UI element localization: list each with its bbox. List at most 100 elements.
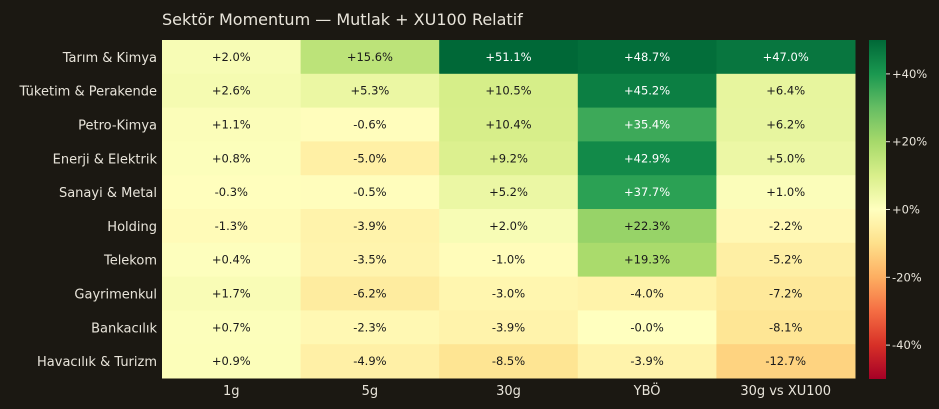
cell-label: +9.2% (489, 151, 528, 165)
heatmap-cell (439, 40, 579, 75)
column-label: 30g vs XU100 (740, 384, 831, 399)
cell-label: -4.9% (353, 354, 386, 368)
cell-label: +19.3% (624, 253, 670, 267)
heatmap-cell (300, 310, 440, 345)
heatmap-cell (577, 40, 717, 75)
cell-label: -3.5% (353, 253, 386, 267)
row-label: Tarım & Kimya (62, 51, 157, 66)
row-label: Petro-Kimya (78, 119, 157, 134)
heatmap-cell (300, 40, 440, 75)
cell-label: +10.4% (485, 118, 531, 132)
cell-label: -4.0% (630, 287, 663, 301)
heatmap-cell (577, 141, 717, 176)
cell-label: +42.9% (624, 151, 670, 165)
cell-label: +37.7% (624, 185, 670, 199)
heatmap-cell (162, 242, 302, 278)
heatmap-cell (577, 73, 717, 109)
colorbar-tick-label: +20% (892, 135, 927, 149)
cell-label: -3.9% (492, 320, 525, 334)
cell-label: +45.2% (624, 84, 670, 98)
heatmap-cell (439, 310, 579, 345)
heatmap-cell (439, 276, 579, 311)
row-label: Telekom (103, 254, 157, 269)
cell-label: +5.0% (766, 151, 805, 165)
cell-label: +2.0% (212, 50, 251, 64)
cell-label: +1.1% (212, 118, 251, 132)
heatmap-cell (300, 209, 440, 244)
chart-title: Sektör Momentum — Mutlak + XU100 Relatif (162, 10, 523, 29)
heatmap-cell (716, 242, 856, 278)
colorbar-tick-label: -40% (892, 338, 922, 352)
colorbar-tick-label: +0% (892, 203, 920, 217)
row-label: Holding (107, 220, 157, 235)
heatmap-cell (716, 107, 856, 142)
cell-label: +1.0% (766, 185, 805, 199)
heatmap-cell (439, 242, 579, 278)
cell-label: +0.9% (212, 354, 251, 368)
heatmap-cell (300, 141, 440, 176)
heatmap-cell (439, 107, 579, 142)
cell-label: +35.4% (624, 118, 670, 132)
cell-label: +0.7% (212, 320, 251, 334)
heatmap-cell (577, 209, 717, 244)
cell-label: +22.3% (624, 219, 670, 233)
cell-label: -0.5% (353, 185, 386, 199)
heatmap-cell (439, 209, 579, 244)
heatmap-cell (162, 107, 302, 142)
heatmap-cell (577, 310, 717, 345)
heatmap-cell (577, 175, 717, 210)
heatmap-cell (716, 40, 856, 75)
cell-label: -8.1% (769, 320, 802, 334)
heatmap-cell (716, 175, 856, 210)
heatmap-cell (162, 344, 302, 379)
cell-label: +5.2% (489, 185, 528, 199)
heatmap-cell (300, 107, 440, 142)
cell-label: +0.4% (212, 253, 251, 267)
heatmap-cell (300, 242, 440, 278)
cell-label: -1.0% (492, 253, 525, 267)
cell-label: +15.6% (347, 50, 393, 64)
column-labels: 1g 5g 30g YBÖ 30g vs XU100 (223, 382, 831, 399)
row-labels: Tarım & Kimya Tüketim & Perakende Petro-Ki… (19, 51, 158, 370)
column-label: 1g (223, 384, 240, 399)
cell-label: +6.2% (766, 118, 805, 132)
cell-label: -8.5% (492, 354, 525, 368)
heatmap-cell (577, 276, 717, 311)
cell-label: -6.2% (353, 287, 386, 301)
cell-label: +2.6% (212, 84, 251, 98)
heatmap-cell (716, 276, 856, 311)
heatmap-cell (439, 141, 579, 176)
heatmap-cell (439, 175, 579, 210)
cell-label: +48.7% (624, 50, 670, 64)
heatmap-cell (439, 73, 579, 109)
heatmap-cells: +2.0% +15.6% +51.1% +48.7% +47.0% +2.6% +5.3% +… (162, 40, 856, 379)
heatmap-cell (716, 209, 856, 244)
row-label: Sanayi & Metal (59, 186, 157, 201)
heatmap-cell (716, 141, 856, 176)
cell-label: +5.3% (350, 84, 389, 98)
colorbar-tick-label: +40% (892, 67, 927, 81)
heatmap-cell (162, 40, 302, 75)
heatmap-cell (300, 344, 440, 379)
heatmap-cell (439, 344, 579, 379)
heatmap-cell (716, 73, 856, 109)
cell-label: +2.0% (489, 219, 528, 233)
cell-label: +1.7% (212, 287, 251, 301)
cell-label: +10.5% (485, 84, 531, 98)
heatmap-cell (162, 141, 302, 176)
heatmap-cell (162, 209, 302, 244)
row-label: Tüketim & Perakende (19, 85, 157, 100)
colorbar-ticks: +40% +20% +0% -20% -40% (886, 67, 927, 352)
cell-label: +51.1% (485, 50, 531, 64)
colorbar (869, 40, 886, 379)
cell-label: -5.2% (769, 253, 802, 267)
cell-label: -12.7% (765, 354, 806, 368)
cell-label: -1.3% (215, 219, 248, 233)
heatmap-cell (716, 310, 856, 345)
cell-label: -0.0% (630, 320, 663, 334)
cell-label: -2.3% (353, 320, 386, 334)
cell-label: -3.9% (353, 219, 386, 233)
column-label: 30g (496, 384, 521, 399)
cell-label: -2.2% (769, 219, 802, 233)
